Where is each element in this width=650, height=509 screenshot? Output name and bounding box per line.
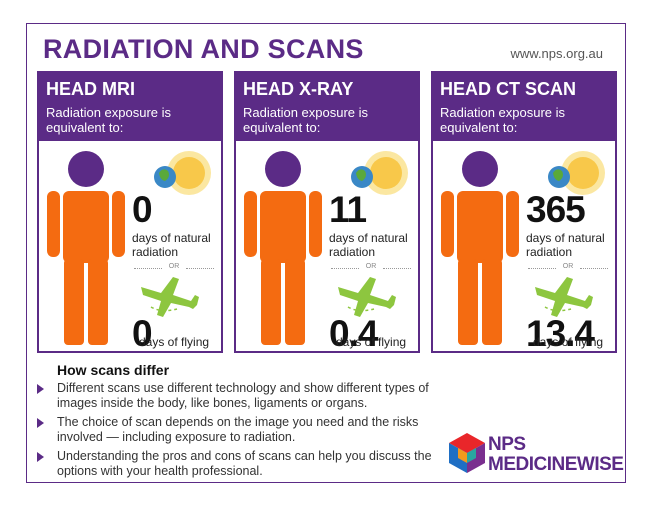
flying-days-label: days of flying [139,335,210,349]
card-header: HEAD X-RAY Radiation exposure is equival… [236,73,418,141]
sun-earth-icon [548,151,605,195]
card-subtitle: Radiation exposure is equivalent to: [440,105,566,135]
card-title: HEAD CT SCAN [440,79,577,99]
flying-days-label: days of flying [336,335,407,349]
person-icon [244,151,322,345]
flying-days-value: 13.4 [526,313,595,354]
nps-logo-icon [449,433,485,473]
page-title: RADIATION AND SCANS [43,34,364,64]
bullet-text: Different scans use different technology… [57,381,429,410]
sun-earth-icon [154,151,211,195]
section-title: How scans differ [57,362,170,378]
airplane-icon [338,277,396,317]
person-icon [441,151,519,345]
flying-days-value: 0.4 [329,313,378,354]
natural-days-value: 365 [526,189,586,230]
card-subtitle: Radiation exposure is equivalent to: [46,105,172,135]
airplane-icon [141,277,199,317]
bullet-text: The choice of scan depends on the image … [57,415,419,444]
card-subtitle: Radiation exposure is equivalent to: [243,105,369,135]
natural-days-value: 11 [329,189,367,230]
person-icon [47,151,125,345]
card-head-mri: HEAD MRI Radiation exposure is equivalen… [37,71,223,353]
card-header: HEAD MRI Radiation exposure is equivalen… [39,73,221,141]
natural-days-label: days of natural radiation [132,231,211,259]
card-header: HEAD CT SCAN Radiation exposure is equiv… [433,73,615,141]
or-separator: OR [134,263,214,273]
infographic-frame: RADIATION AND SCANS www.nps.org.au HEAD … [26,23,626,483]
natural-days-label: days of natural radiation [329,231,408,259]
bullet-text: Understanding the pros and cons of scans… [57,449,432,478]
flying-days-value: 0 [132,313,153,354]
airplane-icon [535,277,593,317]
card-title: HEAD X-RAY [243,79,354,99]
website-link[interactable]: www.nps.org.au [510,46,604,61]
card-title: HEAD MRI [46,79,135,99]
nps-logo-text: NPS MEDICINEWISE [488,434,624,475]
bullet-arrow-icon [37,384,44,394]
card-head-ct-scan: HEAD CT SCAN Radiation exposure is equiv… [431,71,617,353]
flying-days-label: days of flying [533,335,604,349]
bullet-arrow-icon [37,418,44,428]
sun-earth-icon [351,151,408,195]
bullet-arrow-icon [37,452,44,462]
natural-days-label: days of natural radiation [526,231,605,259]
or-separator: OR [331,263,411,273]
or-separator: OR [528,263,608,273]
card-head-xray: HEAD X-RAY Radiation exposure is equival… [234,71,420,353]
natural-days-value: 0 [132,189,153,230]
